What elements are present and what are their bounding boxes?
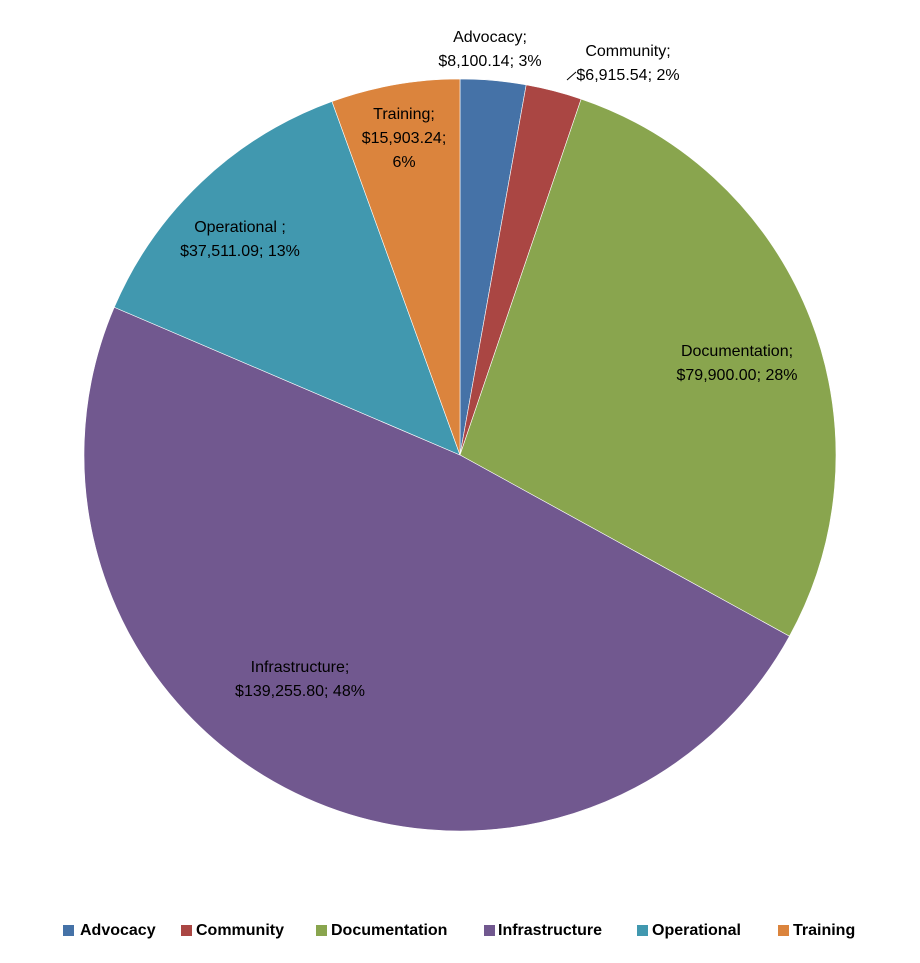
pie-slice	[331, 78, 461, 456]
legend-swatch	[484, 925, 495, 936]
legend-label: Training	[793, 922, 855, 939]
pie-slice	[83, 306, 790, 832]
data-label: Advocacy;	[453, 29, 527, 46]
data-label: Documentation;	[681, 343, 793, 360]
leader-line	[566, 71, 577, 81]
pie-slice	[459, 98, 837, 637]
legend-swatch	[637, 925, 648, 936]
legend-label: Advocacy	[80, 922, 156, 939]
data-label: 6%	[392, 154, 415, 171]
legend-swatch	[316, 925, 327, 936]
data-label: $15,903.24;	[362, 130, 447, 147]
data-label: Training;	[373, 106, 435, 123]
data-label: Operational ;	[194, 219, 286, 236]
legend-label: Infrastructure	[498, 922, 602, 939]
data-label: $6,915.54; 2%	[576, 67, 679, 84]
data-label: $139,255.80; 48%	[235, 683, 365, 700]
data-label: $79,900.00; 28%	[677, 367, 798, 384]
data-label: Community;	[585, 43, 670, 60]
pie-slice	[113, 101, 461, 456]
legend-label: Community	[196, 922, 284, 939]
legend-swatch	[778, 925, 789, 936]
data-label: $8,100.14; 3%	[438, 53, 541, 70]
legend-swatch	[181, 925, 192, 936]
legend-swatch	[63, 925, 74, 936]
legend-label: Operational	[652, 922, 741, 939]
data-label: $37,511.09; 13%	[180, 243, 300, 260]
data-label: Infrastructure;	[251, 659, 350, 676]
legend-label: Documentation	[331, 922, 447, 939]
